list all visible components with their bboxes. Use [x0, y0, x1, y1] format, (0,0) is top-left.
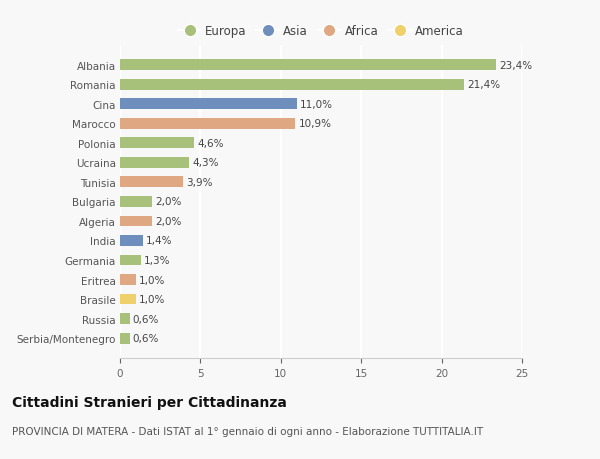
- Text: 1,0%: 1,0%: [139, 275, 166, 285]
- Bar: [120, 294, 136, 305]
- Legend: Europa, Asia, Africa, America: Europa, Asia, Africa, America: [173, 21, 469, 43]
- Bar: [120, 333, 130, 344]
- Text: 1,0%: 1,0%: [139, 295, 166, 304]
- Bar: [120, 274, 136, 285]
- Bar: [120, 216, 152, 227]
- Bar: [120, 235, 143, 246]
- Text: Cittadini Stranieri per Cittadinanza: Cittadini Stranieri per Cittadinanza: [12, 395, 287, 409]
- Bar: [120, 138, 194, 149]
- Text: 11,0%: 11,0%: [300, 100, 333, 109]
- Text: 1,3%: 1,3%: [144, 256, 170, 265]
- Text: 0,6%: 0,6%: [133, 334, 159, 343]
- Bar: [120, 313, 130, 325]
- Bar: [120, 79, 464, 90]
- Text: 0,6%: 0,6%: [133, 314, 159, 324]
- Text: 3,9%: 3,9%: [186, 178, 212, 187]
- Text: 23,4%: 23,4%: [499, 61, 533, 70]
- Text: 4,6%: 4,6%: [197, 139, 224, 148]
- Text: PROVINCIA DI MATERA - Dati ISTAT al 1° gennaio di ogni anno - Elaborazione TUTTI: PROVINCIA DI MATERA - Dati ISTAT al 1° g…: [12, 426, 483, 436]
- Text: 10,9%: 10,9%: [298, 119, 331, 129]
- Text: 1,4%: 1,4%: [146, 236, 172, 246]
- Text: 2,0%: 2,0%: [155, 217, 182, 226]
- Text: 4,3%: 4,3%: [193, 158, 219, 168]
- Bar: [120, 255, 141, 266]
- Bar: [120, 157, 189, 168]
- Text: 2,0%: 2,0%: [155, 197, 182, 207]
- Bar: [120, 99, 297, 110]
- Bar: [120, 177, 183, 188]
- Text: 21,4%: 21,4%: [467, 80, 500, 90]
- Bar: [120, 60, 496, 71]
- Bar: [120, 118, 295, 129]
- Bar: [120, 196, 152, 207]
